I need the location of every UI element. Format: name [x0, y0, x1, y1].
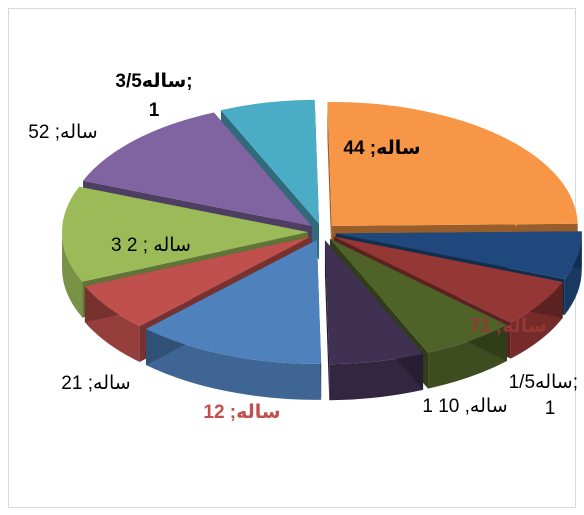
slice-label-1-5-year-line1: 1/5ساله;: [509, 372, 578, 393]
slice-label-3-5-year-line1: 3/5ساله;: [115, 71, 192, 92]
pie-slice-top-1: [335, 231, 582, 279]
pie-slice-face-4-1: [324, 240, 330, 401]
pie-slice-top-8: [83, 112, 312, 227]
slice-label-5-year: 5ساله; 2: [28, 122, 97, 143]
pie-slice-top-4: [324, 240, 424, 365]
slice-label-2-year: 2ساله; 1: [61, 373, 130, 394]
pie-slice-4: [324, 240, 424, 401]
slice-label-3-5-year-line2: 1: [149, 100, 160, 121]
slices-layer: [62, 99, 582, 401]
slice-label-1-5-year-line2: 1: [545, 398, 556, 419]
slice-label-1-year-10: 1 ساله, 10: [422, 396, 507, 417]
pie-slice-side-5: [145, 329, 322, 400]
slice-label-4-year: 4ساله; 4: [343, 138, 420, 159]
labels-layer: 4ساله; 4 6ساله; 1 7ساله; 1 1/5ساله; 1 1 …: [28, 71, 578, 423]
slice-label-6-year: 6ساله; 1: [486, 207, 563, 228]
pie-slice-side-7: [62, 232, 83, 318]
pie-slice-top-6: [84, 236, 311, 326]
pie-slice-top-0: [327, 101, 578, 226]
pie-slice-5: [145, 239, 322, 400]
slice-label-3-year: 3 ساله ; 2: [111, 235, 191, 256]
slice-label-7-year: 7ساله; 1: [469, 316, 546, 337]
pie-slice-top-9: [220, 99, 320, 224]
pie-slice-side-4: [329, 353, 424, 401]
pie-slice-top-5: [145, 239, 322, 364]
pie-slice-top-2: [333, 236, 563, 323]
slice-label-1-year: 1ساله; 2: [203, 402, 280, 423]
pie-slice-side-1: [564, 233, 582, 315]
pie-slice-top-7: [62, 186, 309, 282]
pie-slice-face-0-0: [327, 101, 332, 262]
pie-slice-top-3: [329, 238, 507, 353]
